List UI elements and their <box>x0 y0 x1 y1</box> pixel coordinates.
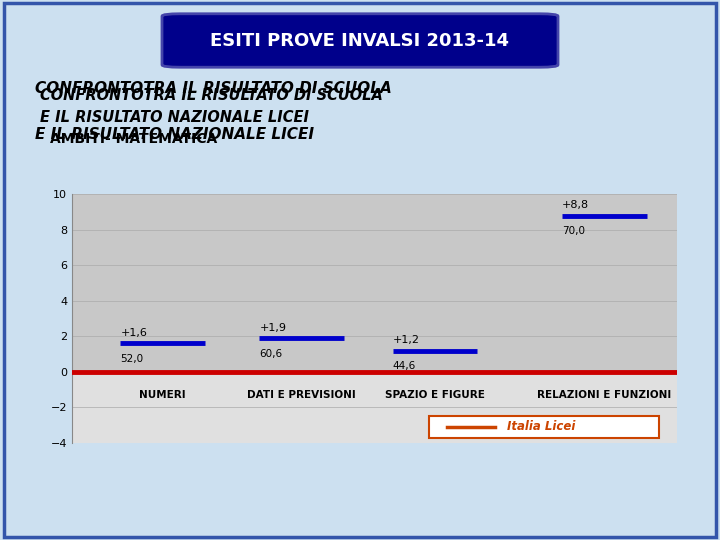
Text: DATI E PREVISIONI: DATI E PREVISIONI <box>248 389 356 400</box>
Text: Italia Licei: Italia Licei <box>508 420 576 433</box>
Text: +1,6: +1,6 <box>120 328 148 338</box>
Text: AMBITI- MATEMATICA: AMBITI- MATEMATICA <box>50 132 217 146</box>
FancyBboxPatch shape <box>162 14 558 68</box>
Bar <box>72 194 677 372</box>
Text: 44,6: 44,6 <box>392 361 415 371</box>
Text: 60,6: 60,6 <box>259 349 283 359</box>
Text: +1,9: +1,9 <box>259 323 287 333</box>
Text: E IL RISULTATO NAZIONALE LICEI: E IL RISULTATO NAZIONALE LICEI <box>40 110 309 125</box>
Text: ESITI PROVE INVALSI 2013-14: ESITI PROVE INVALSI 2013-14 <box>210 31 510 50</box>
Text: 52,0: 52,0 <box>120 354 143 364</box>
Text: E IL RISULTATO NAZIONALE LICEI: E IL RISULTATO NAZIONALE LICEI <box>35 127 314 142</box>
Bar <box>72 372 677 443</box>
Text: CONFRONTOTRA IL RISULTATO DI SCUOLA: CONFRONTOTRA IL RISULTATO DI SCUOLA <box>40 88 382 103</box>
Text: 70,0: 70,0 <box>562 226 585 237</box>
Text: SPAZIO E FIGURE: SPAZIO E FIGURE <box>385 389 485 400</box>
Text: NUMERI: NUMERI <box>140 389 186 400</box>
Text: +1,2: +1,2 <box>392 335 420 345</box>
FancyBboxPatch shape <box>429 416 659 437</box>
Text: RELAZIONI E FUNZIONI: RELAZIONI E FUNZIONI <box>537 389 671 400</box>
Text: +8,8: +8,8 <box>562 200 589 211</box>
Text: CONFRONTOTRA IL RISULTATO DI SCUOLA: CONFRONTOTRA IL RISULTATO DI SCUOLA <box>35 81 392 96</box>
